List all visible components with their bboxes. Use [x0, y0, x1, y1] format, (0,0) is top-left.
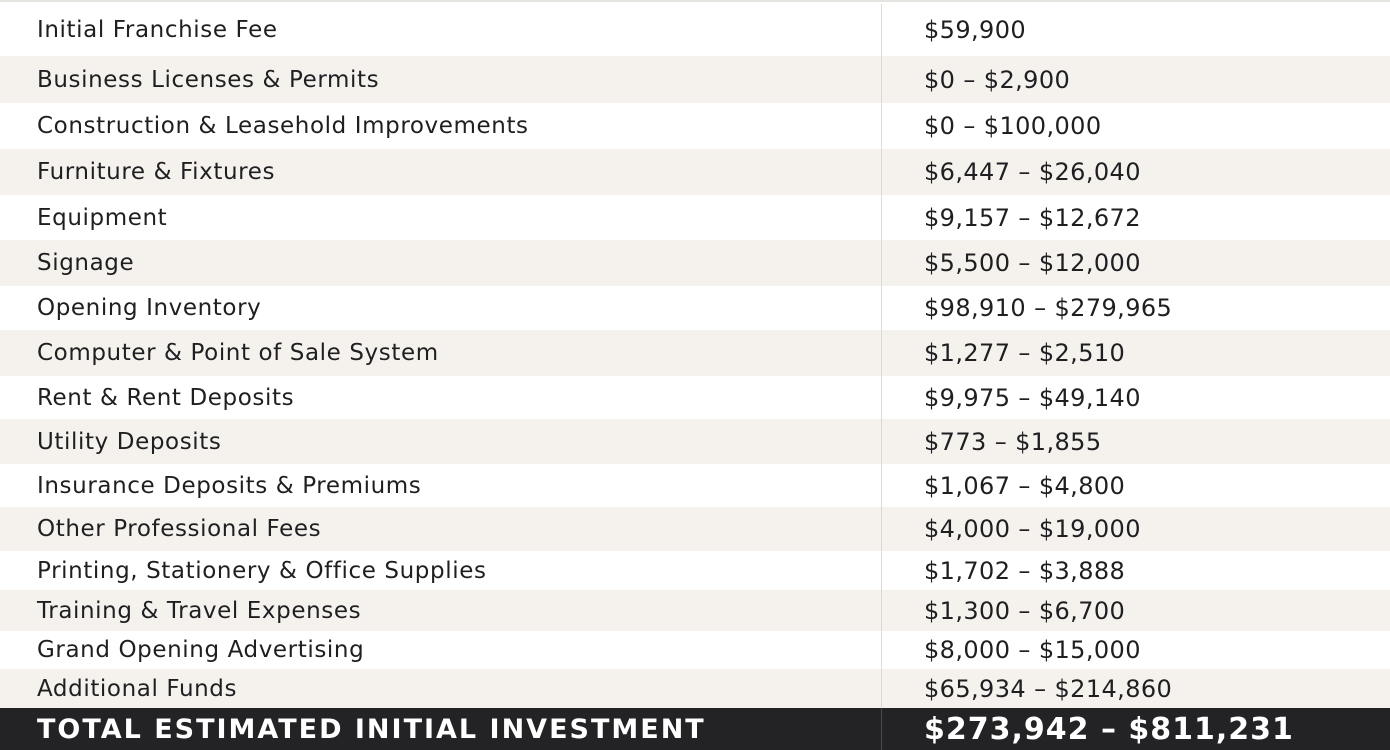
table-row: Additional Funds $65,934 – $214,860 [0, 669, 1390, 708]
cost-item-value: $5,500 – $12,000 [924, 249, 1141, 277]
table-row: Grand Opening Advertising $8,000 – $15,0… [0, 631, 1390, 669]
table-row: Other Professional Fees $4,000 – $19,000 [0, 507, 1390, 551]
cost-item-value: $1,067 – $4,800 [924, 471, 1126, 500]
cost-item-label: Training & Travel Expenses [0, 590, 882, 631]
cost-item-label: Equipment [0, 195, 882, 240]
table-row: Training & Travel Expenses $1,300 – $6,7… [0, 590, 1390, 631]
cost-item-value: $9,975 – $49,140 [924, 383, 1141, 412]
cost-item-label: Utility Deposits [0, 419, 882, 464]
cost-item-label: Additional Funds [0, 669, 882, 708]
cost-item-value: $0 – $100,000 [924, 112, 1102, 140]
total-label: TOTAL ESTIMATED INITIAL INVESTMENT [0, 708, 882, 750]
cost-item-value: $1,277 – $2,510 [924, 339, 1126, 367]
table-row: Rent & Rent Deposits $9,975 – $49,140 [0, 376, 1390, 419]
table-row: Opening Inventory $98,910 – $279,965 [0, 286, 1390, 330]
table-row: Utility Deposits $773 – $1,855 [0, 419, 1390, 464]
cost-item-value: $4,000 – $19,000 [924, 515, 1141, 543]
cost-item-value: $6,447 – $26,040 [924, 158, 1141, 186]
table-row: Insurance Deposits & Premiums $1,067 – $… [0, 464, 1390, 507]
cost-item-value: $773 – $1,855 [924, 427, 1102, 456]
total-row: TOTAL ESTIMATED INITIAL INVESTMENT $273,… [0, 708, 1390, 750]
cost-item-value: $1,300 – $6,700 [924, 596, 1126, 625]
cost-item-label: Initial Franchise Fee [0, 4, 882, 56]
table-row: Business Licenses & Permits $0 – $2,900 [0, 56, 1390, 103]
cost-item-label: Grand Opening Advertising [0, 631, 882, 669]
cost-item-label: Computer & Point of Sale System [0, 330, 882, 376]
cost-item-value: $9,157 – $12,672 [924, 203, 1141, 232]
cost-item-label: Opening Inventory [0, 286, 882, 330]
cost-item-label: Business Licenses & Permits [0, 56, 882, 103]
table-row: Initial Franchise Fee $59,900 [0, 4, 1390, 56]
table-row: Computer & Point of Sale System $1,277 –… [0, 330, 1390, 376]
cost-item-value: $0 – $2,900 [924, 65, 1071, 94]
cost-item-value: $1,702 – $3,888 [924, 556, 1126, 585]
cost-item-label: Signage [0, 240, 882, 286]
table-row: Furniture & Fixtures $6,447 – $26,040 [0, 149, 1390, 195]
total-value: $273,942 – $811,231 [924, 711, 1294, 747]
cost-item-label: Furniture & Fixtures [0, 149, 882, 195]
table-row: Equipment $9,157 – $12,672 [0, 195, 1390, 240]
cost-item-label: Construction & Leasehold Improvements [0, 103, 882, 149]
cost-item-label: Insurance Deposits & Premiums [0, 464, 882, 507]
cost-item-value: $65,934 – $214,860 [924, 674, 1173, 703]
cost-item-value: $8,000 – $15,000 [924, 636, 1141, 664]
cost-item-label: Other Professional Fees [0, 507, 882, 551]
table-row: Construction & Leasehold Improvements $0… [0, 103, 1390, 149]
cost-item-label: Printing, Stationery & Office Supplies [0, 551, 882, 590]
cost-item-value: $59,900 [924, 16, 1027, 44]
cost-item-value: $98,910 – $279,965 [924, 294, 1173, 322]
cost-item-label: Rent & Rent Deposits [0, 376, 882, 419]
table-row: Printing, Stationery & Office Supplies $… [0, 551, 1390, 590]
table-row: Signage $5,500 – $12,000 [0, 240, 1390, 286]
